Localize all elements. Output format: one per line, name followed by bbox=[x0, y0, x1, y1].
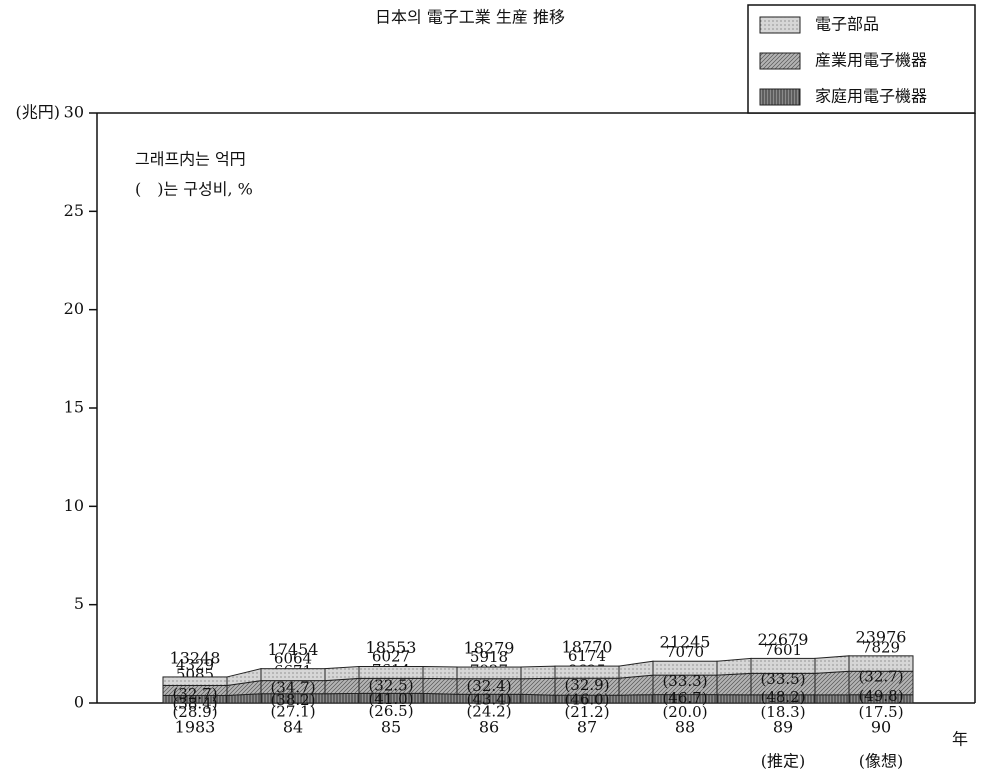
total-label: 17454 bbox=[268, 640, 319, 659]
connector bbox=[716, 657, 752, 676]
share-label: (21.2) bbox=[564, 703, 609, 721]
share-label: (38.2) bbox=[270, 691, 315, 709]
y-tick-label: 10 bbox=[64, 496, 84, 515]
x-tick-label: 90 bbox=[871, 718, 891, 737]
total-label: 13248 bbox=[170, 648, 221, 667]
value-label: 4329 bbox=[176, 656, 214, 674]
bar-segment bbox=[456, 666, 522, 680]
share-label: (32.5) bbox=[368, 676, 413, 694]
share-label: (38.4) bbox=[172, 694, 217, 712]
bar-segment bbox=[554, 665, 620, 679]
connector bbox=[814, 670, 850, 696]
connector bbox=[422, 692, 458, 704]
share-label: (26.5) bbox=[368, 702, 413, 720]
share-label: (28.9) bbox=[172, 703, 217, 721]
bar-segment bbox=[260, 668, 326, 682]
y-tick-label: 15 bbox=[64, 398, 84, 417]
y-tick-label: 0 bbox=[74, 693, 84, 712]
x-tick-label: 86 bbox=[479, 718, 499, 737]
x-tick-note: (推定) bbox=[761, 752, 806, 771]
annotation: ( )는 구성비, % bbox=[135, 180, 253, 199]
x-tick-label: 1983 bbox=[175, 718, 216, 737]
connector bbox=[520, 677, 556, 696]
connector bbox=[324, 665, 360, 682]
share-label: (24.2) bbox=[466, 703, 511, 721]
legend-label: 電子部品 bbox=[815, 15, 879, 34]
share-label: (33.5) bbox=[760, 670, 805, 688]
connector bbox=[814, 694, 850, 704]
share-label: (27.1) bbox=[270, 702, 315, 720]
y-unit-label: (兆円) bbox=[16, 103, 61, 122]
value-label: 5918 bbox=[470, 648, 508, 666]
x-tick-note: (像想) bbox=[859, 752, 904, 771]
x-tick-label: 85 bbox=[381, 718, 401, 737]
legend-swatch bbox=[759, 16, 801, 34]
share-label: (41.0) bbox=[368, 690, 413, 708]
connector bbox=[422, 666, 458, 680]
share-label: (18.3) bbox=[760, 703, 805, 721]
share-label: (34.7) bbox=[270, 679, 315, 697]
share-label: (20.0) bbox=[662, 703, 707, 721]
value-label: 7601 bbox=[764, 641, 802, 659]
total-label: 18279 bbox=[464, 639, 515, 658]
value-label: 7070 bbox=[666, 643, 704, 661]
bar-segment bbox=[848, 655, 914, 672]
share-label: (48.2) bbox=[760, 688, 805, 706]
connector bbox=[814, 655, 850, 674]
bar-segment bbox=[162, 676, 228, 686]
total-label: 22679 bbox=[758, 630, 809, 649]
connector bbox=[422, 677, 458, 695]
y-tick-label: 25 bbox=[64, 201, 84, 220]
x-tick-label: 88 bbox=[675, 718, 695, 737]
connector bbox=[520, 665, 556, 680]
connector bbox=[520, 693, 556, 704]
value-label: 7829 bbox=[862, 639, 900, 657]
connector bbox=[618, 694, 654, 704]
share-label: (32.9) bbox=[564, 676, 609, 694]
share-label: (32.4) bbox=[466, 677, 511, 695]
chart-title: 日本의 電子工業 生産 推移 bbox=[375, 8, 565, 27]
share-label: (17.5) bbox=[858, 703, 903, 721]
share-label: (46.7) bbox=[662, 689, 707, 707]
connector bbox=[324, 692, 360, 704]
total-label: 18553 bbox=[366, 638, 417, 657]
share-label: (32.7) bbox=[172, 685, 217, 703]
bar-segment bbox=[652, 660, 718, 676]
x-tick-label: 87 bbox=[577, 718, 597, 737]
total-label: 18770 bbox=[562, 638, 613, 657]
x-tick-label: 89 bbox=[773, 718, 793, 737]
connector bbox=[716, 672, 752, 696]
connector bbox=[716, 694, 752, 704]
total-label: 23976 bbox=[856, 627, 907, 646]
connector bbox=[618, 660, 654, 679]
bar-segment bbox=[358, 666, 424, 679]
legend-swatch bbox=[759, 52, 801, 70]
legend-swatch bbox=[759, 88, 801, 106]
share-label: (46.0) bbox=[564, 691, 609, 709]
share-label: (49.8) bbox=[858, 687, 903, 705]
y-tick-label: 5 bbox=[74, 594, 84, 613]
legend-label: 産業用電子機器 bbox=[815, 51, 927, 70]
value-label: 6027 bbox=[372, 647, 410, 665]
legend-label: 家庭用電子機器 bbox=[815, 87, 927, 106]
share-label: (43.4) bbox=[466, 690, 511, 708]
value-label: 6064 bbox=[274, 650, 312, 668]
share-label: (33.3) bbox=[662, 672, 707, 690]
value-label: 6174 bbox=[568, 647, 606, 665]
y-tick-label: 20 bbox=[64, 299, 84, 318]
bar-segment bbox=[750, 657, 816, 674]
x-unit-label: 年 bbox=[952, 730, 968, 749]
y-tick-label: 30 bbox=[64, 103, 84, 122]
x-tick-label: 84 bbox=[283, 718, 303, 737]
annotation: 그래프内는 억円 bbox=[135, 150, 246, 169]
total-label: 21245 bbox=[660, 633, 711, 652]
share-label: (32.7) bbox=[858, 668, 903, 686]
frame bbox=[96, 4, 976, 704]
